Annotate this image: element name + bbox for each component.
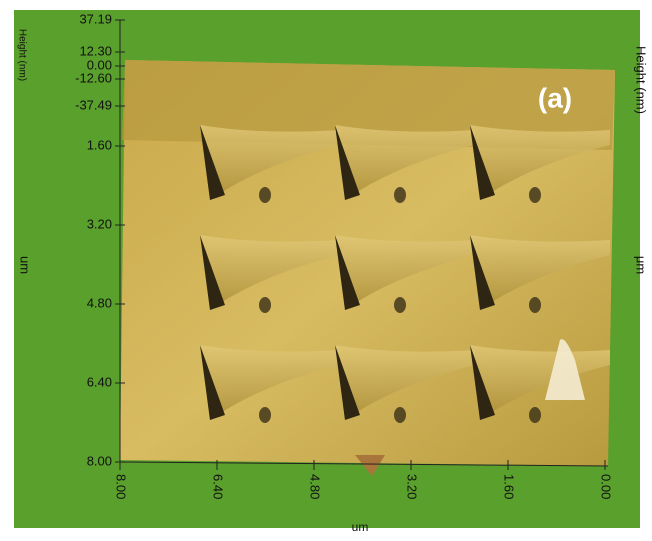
height-tick-label: 12.30	[79, 43, 112, 58]
bump	[529, 407, 541, 423]
x-tick-label: 8.00	[114, 474, 129, 499]
panel-label: (a)	[538, 82, 572, 113]
bump	[529, 297, 541, 313]
x-tick-label: 1.60	[502, 474, 517, 499]
bump	[259, 407, 271, 423]
x-tick-label: 6.40	[211, 474, 226, 499]
x-tick-label: 4.80	[308, 474, 323, 499]
bump	[394, 187, 406, 203]
y-tick-label: 3.20	[87, 216, 112, 231]
x-tick-label: 0.00	[599, 474, 614, 499]
y-axis-title: um	[18, 256, 33, 274]
page: {"figure": { "panel_label": "(a)", "heig…	[0, 0, 652, 541]
y-tick-label: 4.80	[87, 295, 112, 310]
bump	[394, 297, 406, 313]
right-y-title: μm	[634, 256, 649, 274]
y-tick-label: 6.40	[87, 374, 112, 389]
bump	[529, 187, 541, 203]
height-axis-title: Height (nm)	[16, 29, 27, 81]
bump	[259, 187, 271, 203]
x-axis-title: um	[352, 520, 369, 534]
height-tick-label: -12.60	[75, 70, 112, 85]
height-tick-label: -37.49	[75, 97, 112, 112]
bump	[394, 407, 406, 423]
bump	[259, 297, 271, 313]
x-tick-label: 3.20	[405, 474, 420, 499]
right-height-title: Height (nm)	[634, 46, 649, 114]
height-tick-label: 37.19	[79, 11, 112, 26]
y-tick-label: 8.00	[87, 453, 112, 468]
y-tick-label: 1.60	[87, 137, 112, 152]
afm-figure: 37.19 12.30 0.00 -12.60 -37.49 1.60 3.20 4.80 6.…	[0, 0, 652, 536]
